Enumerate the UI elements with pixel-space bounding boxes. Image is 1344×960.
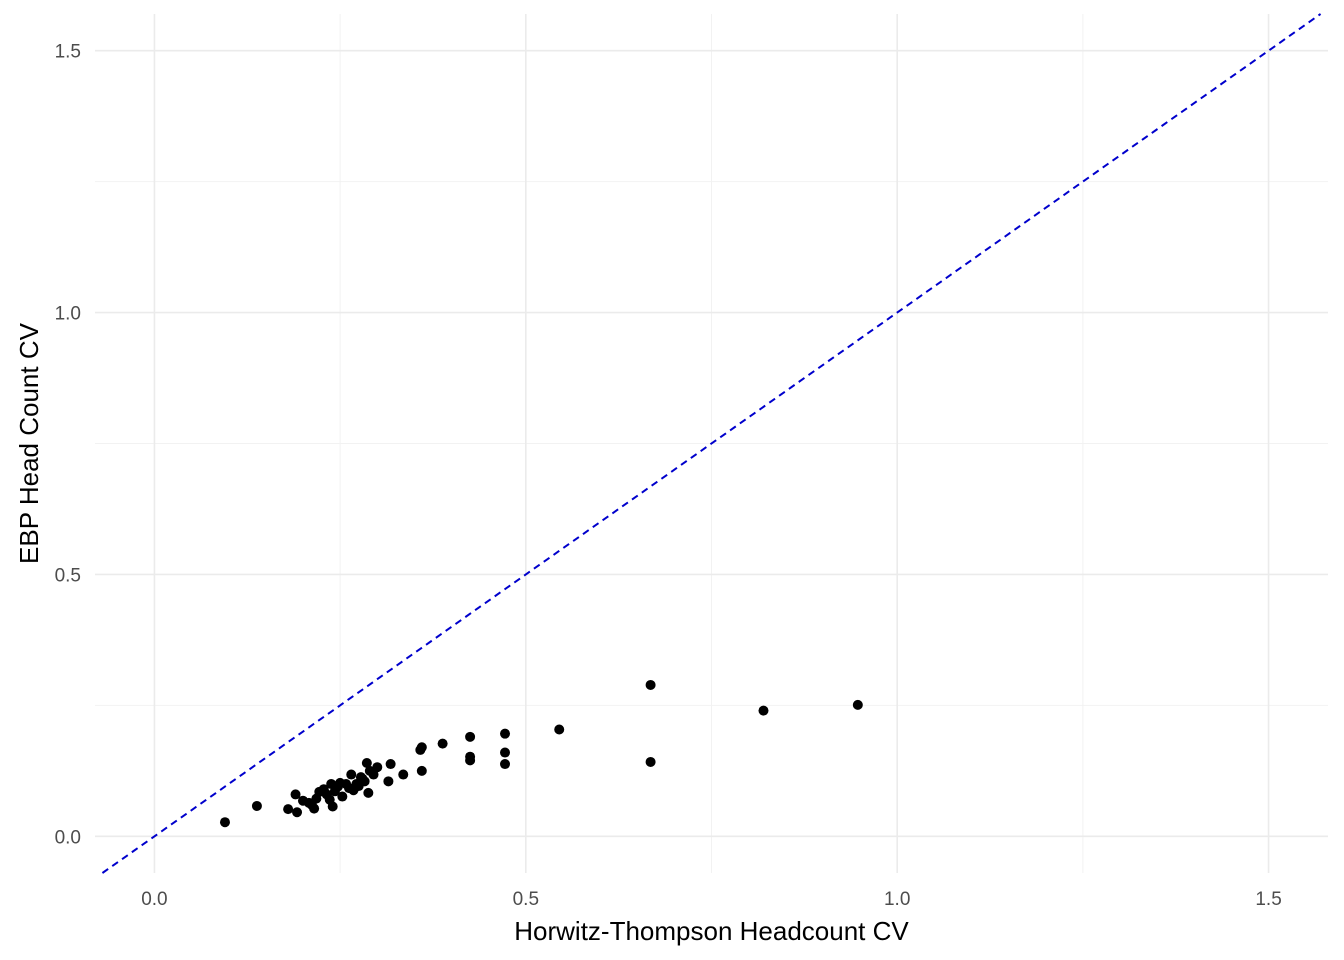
grid-major-lines (95, 14, 1328, 873)
y-axis-tick-labels: 0.0 0.5 1.0 1.5 (55, 42, 81, 849)
y-tick-label: 0.0 (55, 827, 81, 848)
data-points (219, 679, 863, 828)
data-point (465, 755, 476, 766)
x-axis-title: Horwitz-Thompson Headcount CV (514, 916, 909, 946)
data-point (758, 705, 769, 716)
data-point (337, 791, 348, 802)
data-point (416, 765, 427, 776)
data-point (290, 789, 301, 800)
data-point (327, 801, 338, 812)
data-point (437, 738, 448, 749)
data-point (500, 728, 511, 739)
data-point (251, 800, 262, 811)
data-point (359, 776, 370, 787)
data-point (361, 758, 372, 769)
x-tick-label: 0.0 (141, 889, 167, 910)
data-point (554, 724, 565, 735)
y-tick-label: 1.5 (55, 42, 81, 63)
data-point (219, 817, 230, 828)
data-point (398, 769, 409, 780)
data-point (416, 742, 427, 753)
data-point (465, 731, 476, 742)
data-point (385, 759, 396, 770)
y-axis-title: EBP Head Count CV (14, 322, 44, 564)
data-point (500, 747, 511, 758)
x-tick-label: 1.0 (884, 889, 910, 910)
data-point (500, 759, 511, 770)
x-axis-tick-labels: 0.0 0.5 1.0 1.5 (141, 889, 1282, 910)
y-tick-label: 0.5 (55, 565, 81, 586)
data-point (383, 776, 394, 787)
data-point (346, 769, 357, 780)
data-point (372, 762, 383, 773)
data-point (309, 803, 320, 814)
x-tick-label: 0.5 (513, 889, 539, 910)
data-point (283, 804, 294, 815)
data-point (852, 699, 863, 710)
data-point (292, 807, 303, 818)
y-tick-label: 1.0 (55, 304, 81, 325)
data-point (645, 756, 656, 767)
reference-line-layer (101, 13, 1322, 874)
data-point (363, 787, 374, 798)
reference-line (101, 13, 1322, 874)
data-point (645, 679, 656, 690)
x-tick-label: 1.5 (1255, 889, 1281, 910)
